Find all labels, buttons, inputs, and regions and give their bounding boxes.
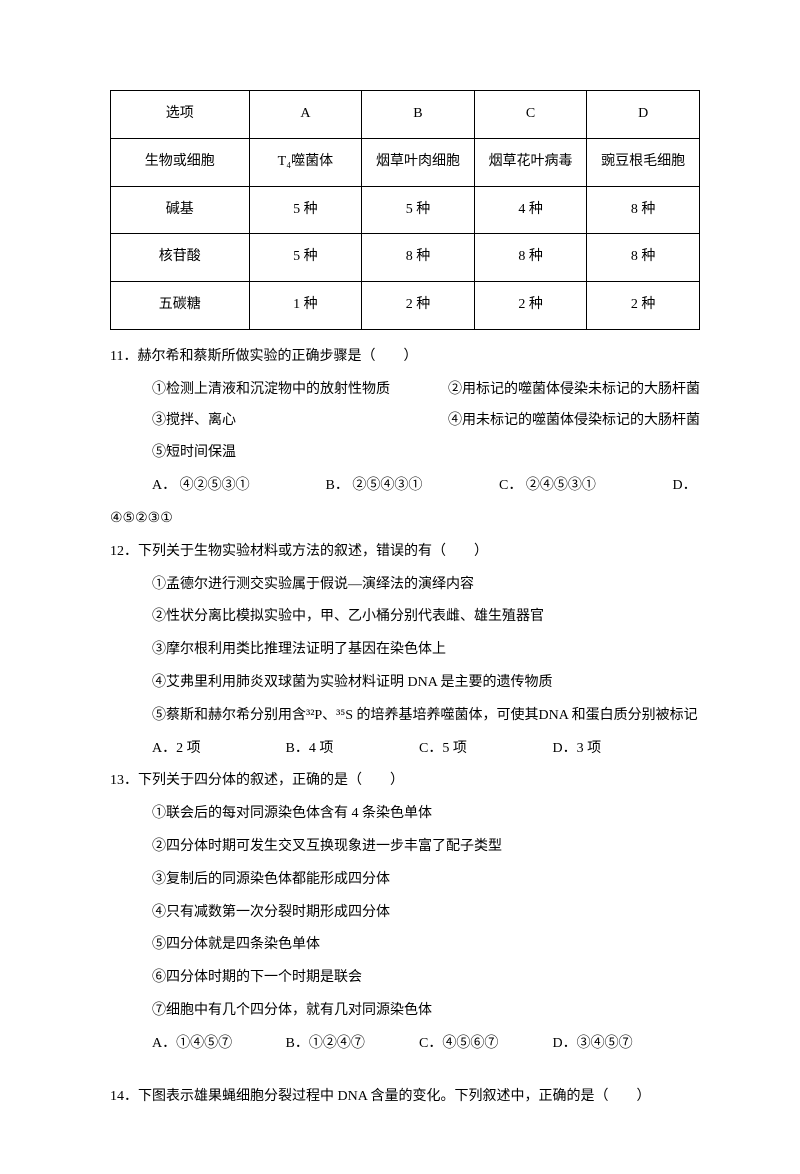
question-14-stem: 14．下图表示雄果蝇细胞分裂过程中 DNA 含量的变化。下列叙述中，正确的是（ … [110, 1082, 700, 1113]
q13-item4: ④只有减数第一次分裂时期形成四分体 [110, 898, 700, 929]
table-cell: 5 种 [362, 186, 475, 234]
comparison-table: 选项 A B C D 生物或细胞 T₄噬菌体 烟草叶肉细胞 烟草花叶病毒 豌豆根… [110, 90, 700, 330]
q13-item1: ①联会后的每对同源染色体含有 4 条染色单体 [110, 799, 700, 830]
table-cell: 碱基 [111, 186, 250, 234]
q12-option-a: A．2 项 [152, 734, 282, 765]
q11-item4: ④用未标记的噬菌体侵染标记的大肠杆菌 [448, 406, 700, 437]
q13-item7: ⑦细胞中有几个四分体，就有几对同源染色体 [110, 996, 700, 1027]
table-cell: 烟草花叶病毒 [474, 138, 587, 186]
q12-option-c: C．5 项 [419, 734, 549, 765]
table-header-cell: D [587, 91, 700, 139]
table-cell: 2 种 [587, 282, 700, 330]
table-header-cell: B [362, 91, 475, 139]
question-11-stem: 11．赫尔希和蔡斯所做实验的正确步骤是（ ） [110, 342, 700, 373]
table-cell: 核苷酸 [111, 234, 250, 282]
table-cell: 8 种 [587, 234, 700, 282]
q11-item1: ①检测上清液和沉淀物中的放射性物质 [152, 375, 390, 406]
q11-option-b: B． ②⑤④③① [326, 471, 496, 502]
q13-item3: ③复制后的同源染色体都能形成四分体 [110, 865, 700, 896]
q11-option-d-tail: ④⑤②③① [110, 504, 700, 535]
spacer [110, 1062, 700, 1080]
q13-option-b: B．①②④⑦ [286, 1029, 416, 1060]
question-11-row1: ①检测上清液和沉淀物中的放射性物质 ②用标记的噬菌体侵染未标记的大肠杆菌 [110, 375, 700, 406]
table-row: 核苷酸 5 种 8 种 8 种 8 种 [111, 234, 700, 282]
table-header-row: 选项 A B C D [111, 91, 700, 139]
q11-option-c: C． ②④⑤③① [499, 471, 669, 502]
table-row: 生物或细胞 T₄噬菌体 烟草叶肉细胞 烟草花叶病毒 豌豆根毛细胞 [111, 138, 700, 186]
q11-options: A． ④②⑤③① B． ②⑤④③① C． ②④⑤③① D． [110, 471, 700, 502]
q13-option-a: A．①④⑤⑦ [152, 1029, 282, 1060]
table-cell: 1 种 [249, 282, 362, 330]
q11-item5: ⑤短时间保温 [110, 438, 700, 469]
question-11-row2: ③搅拌、离心 ④用未标记的噬菌体侵染标记的大肠杆菌 [110, 406, 700, 437]
q11-item2: ②用标记的噬菌体侵染未标记的大肠杆菌 [448, 375, 700, 406]
q13-item2: ②四分体时期可发生交叉互换现象进一步丰富了配子类型 [110, 832, 700, 863]
table-cell: 8 种 [474, 234, 587, 282]
table-header-cell: A [249, 91, 362, 139]
q12-item2: ②性状分离比模拟实验中，甲、乙小桶分别代表雌、雄生殖器官 [110, 602, 700, 633]
q11-item3: ③搅拌、离心 [152, 406, 236, 437]
table-header-cell: C [474, 91, 587, 139]
table-cell: 2 种 [362, 282, 475, 330]
table-cell: T₄噬菌体 [249, 138, 362, 186]
q11-option-d: D． [673, 471, 697, 502]
table-cell: 豌豆根毛细胞 [587, 138, 700, 186]
table-row: 五碳糖 1 种 2 种 2 种 2 种 [111, 282, 700, 330]
q13-options: A．①④⑤⑦ B．①②④⑦ C．④⑤⑥⑦ D．③④⑤⑦ [110, 1029, 700, 1060]
table-cell: 五碳糖 [111, 282, 250, 330]
q13-item6: ⑥四分体时期的下一个时期是联会 [110, 963, 700, 994]
q12-options: A．2 项 B．4 项 C．5 项 D．3 项 [110, 734, 700, 765]
table-cell: 5 种 [249, 234, 362, 282]
table-cell: 4 种 [474, 186, 587, 234]
q12-item3: ③摩尔根利用类比推理法证明了基因在染色体上 [110, 635, 700, 666]
table-cell: 生物或细胞 [111, 138, 250, 186]
table-cell: 2 种 [474, 282, 587, 330]
table-cell: 5 种 [249, 186, 362, 234]
table-cell: 8 种 [362, 234, 475, 282]
q12-item4: ④艾弗里利用肺炎双球菌为实验材料证明 DNA 是主要的遗传物质 [110, 668, 700, 699]
q12-item5: ⑤蔡斯和赫尔希分别用含³²P、³⁵S 的培养基培养噬菌体，可使其DNA 和蛋白质… [110, 701, 700, 732]
table-cell: 8 种 [587, 186, 700, 234]
q13-item5: ⑤四分体就是四条染色单体 [110, 930, 700, 961]
q12-item1: ①孟德尔进行测交实验属于假说—演绎法的演绎内容 [110, 570, 700, 601]
page-content: 选项 A B C D 生物或细胞 T₄噬菌体 烟草叶肉细胞 烟草花叶病毒 豌豆根… [0, 0, 800, 1174]
table-header-cell: 选项 [111, 91, 250, 139]
q11-option-a: A． ④②⑤③① [152, 471, 322, 502]
table-cell: 烟草叶肉细胞 [362, 138, 475, 186]
table-row: 碱基 5 种 5 种 4 种 8 种 [111, 186, 700, 234]
question-13-stem: 13．下列关于四分体的叙述，正确的是（ ） [110, 766, 700, 797]
question-12-stem: 12．下列关于生物实验材料或方法的叙述，错误的有（ ） [110, 537, 700, 568]
q12-option-b: B．4 项 [286, 734, 416, 765]
q13-option-c: C．④⑤⑥⑦ [419, 1029, 549, 1060]
q13-option-d: D．③④⑤⑦ [553, 1029, 633, 1060]
q12-option-d: D．3 项 [553, 734, 602, 765]
